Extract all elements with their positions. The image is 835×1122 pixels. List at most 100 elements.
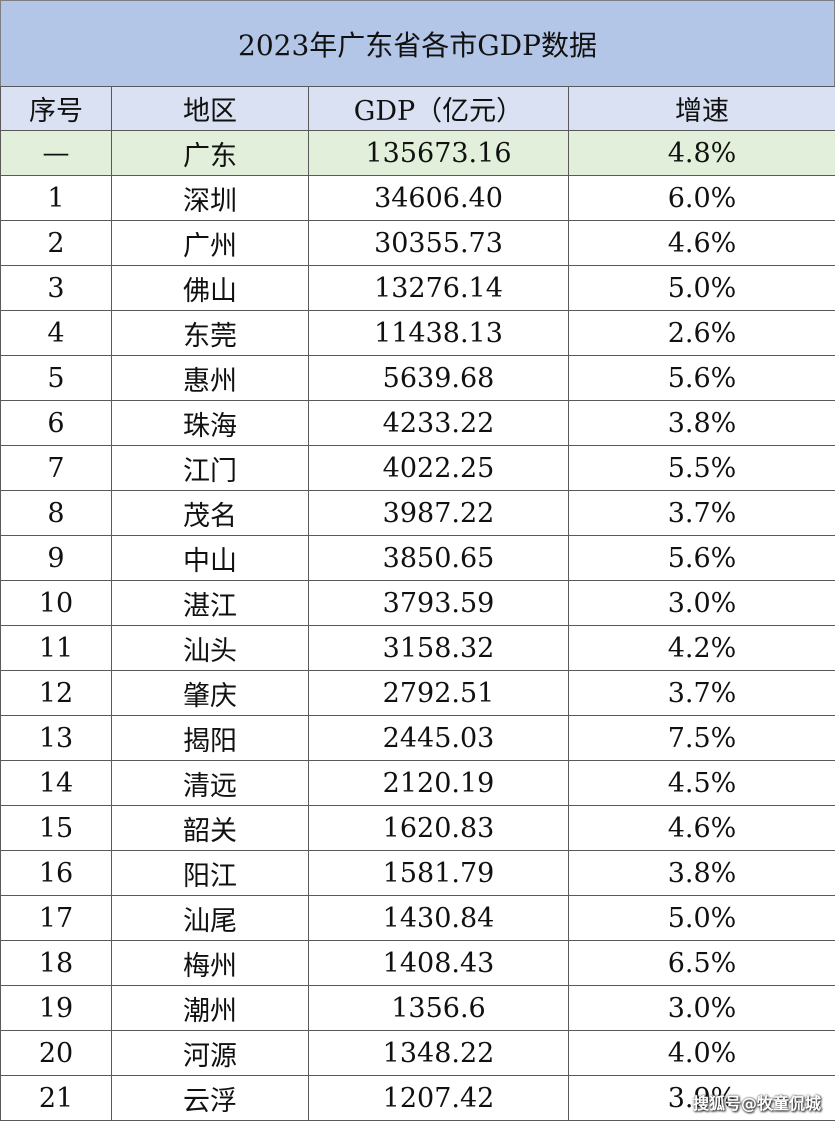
table-row: 6 珠海 4233.22 3.8% [0,400,835,446]
row-index: 13 [0,715,112,761]
row-gdp: 3987.22 [308,490,569,536]
row-gdp: 2120.19 [308,760,569,806]
table-row: 5 惠州 5639.68 5.6% [0,355,835,401]
row-region: 珠海 [111,400,309,446]
row-index: 6 [0,400,112,446]
row-growth: 5.0% [568,265,835,311]
table-row: 14 清远 2120.19 4.5% [0,760,835,806]
row-index: 18 [0,940,112,986]
row-index: 10 [0,580,112,626]
row-index: 14 [0,760,112,806]
row-region: 汕尾 [111,895,309,941]
row-growth: 4.6% [568,805,835,851]
row-gdp: 4022.25 [308,445,569,491]
table-row: 18 梅州 1408.43 6.5% [0,940,835,986]
table-row: 20 河源 1348.22 4.0% [0,1030,835,1076]
row-region: 阳江 [111,850,309,896]
table-row: 3 佛山 13276.14 5.0% [0,265,835,311]
total-index: — [0,130,112,176]
table-row: 1 深圳 34606.40 6.0% [0,175,835,221]
row-index: 19 [0,985,112,1031]
row-index: 17 [0,895,112,941]
row-gdp: 5639.68 [308,355,569,401]
row-region: 东莞 [111,310,309,356]
row-growth: 4.5% [568,760,835,806]
row-gdp: 1581.79 [308,850,569,896]
row-gdp: 30355.73 [308,220,569,266]
table-row: 15 韶关 1620.83 4.6% [0,805,835,851]
table-row: 19 潮州 1356.6 3.0% [0,985,835,1031]
table-row: 16 阳江 1581.79 3.8% [0,850,835,896]
row-growth: 5.0% [568,895,835,941]
row-index: 20 [0,1030,112,1076]
row-gdp: 1348.22 [308,1030,569,1076]
row-growth: 4.2% [568,625,835,671]
row-region: 揭阳 [111,715,309,761]
row-index: 12 [0,670,112,716]
row-region: 湛江 [111,580,309,626]
row-index: 21 [0,1075,112,1121]
row-growth: 3.0% [568,580,835,626]
row-growth: 5.5% [568,445,835,491]
row-region: 惠州 [111,355,309,401]
gdp-table: 序号 地区 GDP（亿元） 增速 — 广东 135673.16 4.8% 1 深圳… [0,86,835,1121]
total-gdp: 135673.16 [308,130,569,176]
table-row: 7 江门 4022.25 5.5% [0,445,835,491]
row-growth: 7.5% [568,715,835,761]
row-growth: 4.0% [568,1030,835,1076]
row-region: 深圳 [111,175,309,221]
row-region: 佛山 [111,265,309,311]
table-row: 11 汕头 3158.32 4.2% [0,625,835,671]
row-gdp: 13276.14 [308,265,569,311]
row-index: 7 [0,445,112,491]
row-index: 3 [0,265,112,311]
row-index: 15 [0,805,112,851]
row-growth: 3.8% [568,850,835,896]
row-gdp: 1356.6 [308,985,569,1031]
row-gdp: 4233.22 [308,400,569,446]
row-region: 清远 [111,760,309,806]
header-index: 序号 [0,86,112,131]
table-row: 8 茂名 3987.22 3.7% [0,490,835,536]
total-region: 广东 [111,130,309,176]
row-region: 潮州 [111,985,309,1031]
row-index: 2 [0,220,112,266]
row-index: 16 [0,850,112,896]
header-row: 序号 地区 GDP（亿元） 增速 [0,86,835,131]
row-region: 茂名 [111,490,309,536]
row-region: 中山 [111,535,309,581]
table-row: 17 汕尾 1430.84 5.0% [0,895,835,941]
row-region: 梅州 [111,940,309,986]
row-index: 11 [0,625,112,671]
row-index: 1 [0,175,112,221]
total-row: — 广东 135673.16 4.8% [0,130,835,176]
row-growth: 2.6% [568,310,835,356]
row-gdp: 2792.51 [308,670,569,716]
row-growth: 3.8% [568,400,835,446]
row-growth: 6.5% [568,940,835,986]
header-gdp: GDP（亿元） [308,86,569,131]
row-growth: 5.6% [568,355,835,401]
row-region: 江门 [111,445,309,491]
row-growth: 3.7% [568,670,835,716]
row-region: 云浮 [111,1075,309,1121]
header-region: 地区 [111,86,309,131]
row-index: 5 [0,355,112,401]
row-gdp: 3850.65 [308,535,569,581]
row-gdp: 1408.43 [308,940,569,986]
row-region: 汕头 [111,625,309,671]
row-growth: 3.9% [568,1075,835,1121]
row-gdp: 2445.03 [308,715,569,761]
row-gdp: 11438.13 [308,310,569,356]
row-gdp: 1207.42 [308,1075,569,1121]
row-growth: 3.0% [568,985,835,1031]
table-row: 2 广州 30355.73 4.6% [0,220,835,266]
row-gdp: 3793.59 [308,580,569,626]
row-region: 韶关 [111,805,309,851]
row-growth: 6.0% [568,175,835,221]
row-gdp: 1620.83 [308,805,569,851]
row-gdp: 3158.32 [308,625,569,671]
row-gdp: 1430.84 [308,895,569,941]
table-row: 12 肇庆 2792.51 3.7% [0,670,835,716]
row-region: 广州 [111,220,309,266]
